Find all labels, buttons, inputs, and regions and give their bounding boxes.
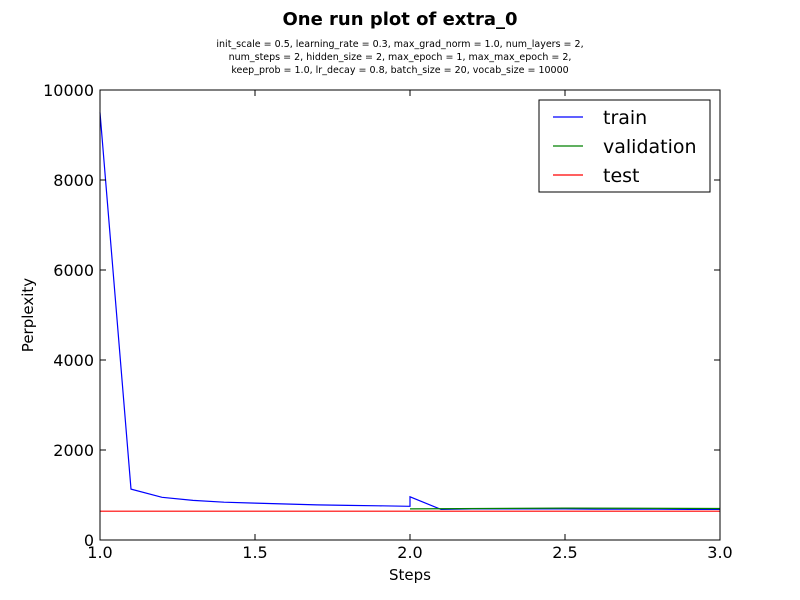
y-tick-label: 10000 xyxy=(43,81,94,100)
x-tick-label: 2.5 xyxy=(552,543,577,562)
y-tick-label: 8000 xyxy=(53,171,94,190)
series-layer xyxy=(99,112,721,512)
y-tick-label: 2000 xyxy=(53,441,94,460)
legend-label-validation: validation xyxy=(603,136,697,158)
subtitle-line-1: init_scale = 0.5, learning_rate = 0.3, m… xyxy=(216,39,584,50)
x-tick-label: 3.0 xyxy=(707,543,732,562)
y-tick-label: 6000 xyxy=(53,261,94,280)
series-line-train xyxy=(99,112,720,511)
y-tick-label: 4000 xyxy=(53,351,94,370)
legend-label-test: test xyxy=(603,165,640,187)
subtitle-line-3: keep_prob = 1.0, lr_decay = 0.8, batch_s… xyxy=(231,65,569,76)
ticks-layer: 1.0 1.5 2.0 2.5 3.0 0 2000 4000 6000 8000 10000 xyxy=(43,81,733,562)
x-tick-label: 1.0 xyxy=(87,543,112,562)
legend: train validation test xyxy=(538,99,711,193)
x-tick-label: 2.0 xyxy=(397,543,422,562)
series-line-validation xyxy=(409,507,721,510)
x-tick-label: 1.5 xyxy=(242,543,267,562)
chart-title: One run plot of extra_0 xyxy=(282,9,518,30)
x-axis-label: Steps xyxy=(389,566,431,584)
chart-subtitle: init_scale = 0.5, learning_rate = 0.3, m… xyxy=(0,38,800,77)
y-tick-label: 0 xyxy=(84,531,94,550)
subtitle-line-2: num_steps = 2, hidden_size = 2, max_epoc… xyxy=(228,52,572,63)
legend-label-train: train xyxy=(603,107,647,129)
y-axis-label: Perplexity xyxy=(19,278,37,352)
